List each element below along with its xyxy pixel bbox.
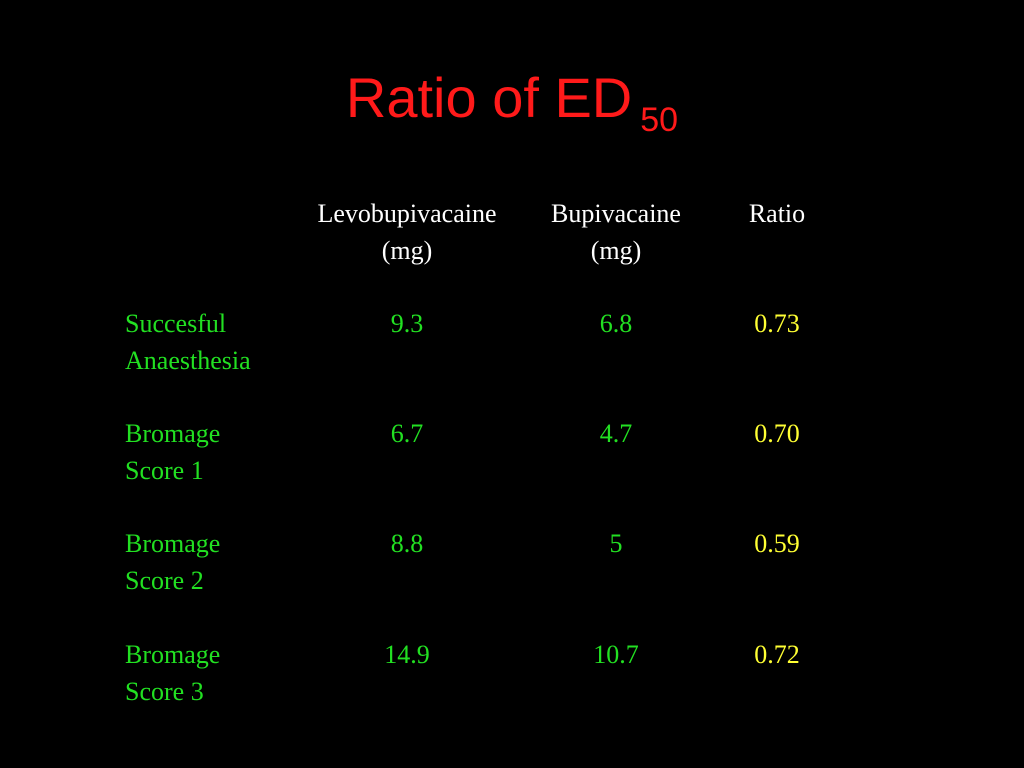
cell-bupivacaine: 4.7 <box>599 419 633 448</box>
table-row: Succesful Anaesthesia 9.3 6.8 0.73 <box>0 305 1024 379</box>
title-subscript: 50 <box>640 101 679 139</box>
cell-bupivacaine: 6.8 <box>599 309 633 338</box>
cell-levobupivacaine: 6.7 <box>390 419 424 448</box>
table-row: Bromage Score 3 14.9 10.7 0.72 <box>0 636 1024 710</box>
cell-bupivacaine: 10.7 <box>593 640 639 669</box>
table-row: Bromage Score 1 6.7 4.7 0.70 <box>0 415 1024 489</box>
header-bupivacaine-name: Bupivacaine <box>551 199 681 228</box>
cell-levobupivacaine: 9.3 <box>390 309 424 338</box>
row-label-line2: Score 2 <box>125 566 204 595</box>
header-levobupivacaine-name: Levobupivacaine <box>317 199 497 228</box>
header-ratio: Ratio <box>717 195 837 232</box>
row-label: Bromage Score 2 <box>125 525 220 599</box>
row-label-line2: Score 3 <box>125 677 204 706</box>
header-bupivacaine: Bupivacaine (mg) <box>526 195 706 269</box>
row-label: Bromage Score 1 <box>125 415 220 489</box>
row-label-line2: Anaesthesia <box>125 346 251 375</box>
row-label-line1: Bromage <box>125 529 221 558</box>
table-row: Bromage Score 2 8.8 5 0.59 <box>0 525 1024 599</box>
title-text: Ratio of ED <box>345 66 633 129</box>
row-label: Succesful Anaesthesia <box>125 305 251 379</box>
cell-levobupivacaine: 8.8 <box>390 529 424 558</box>
cell-ratio: 0.73 <box>754 309 800 338</box>
cell-bupivacaine: 5 <box>609 529 623 558</box>
cell-ratio: 0.70 <box>754 419 800 448</box>
header-levobupivacaine-unit: (mg) <box>381 236 433 265</box>
header-ratio-name: Ratio <box>748 199 806 228</box>
row-label-line2: Score 1 <box>125 456 204 485</box>
cell-levobupivacaine: 14.9 <box>384 640 430 669</box>
row-label-line1: Succesful <box>125 309 227 338</box>
row-label-line1: Bromage <box>125 419 221 448</box>
header-levobupivacaine: Levobupivacaine (mg) <box>287 195 527 269</box>
row-label-line1: Bromage <box>125 640 221 669</box>
cell-ratio: 0.59 <box>754 529 800 558</box>
cell-ratio: 0.72 <box>754 640 800 669</box>
row-label: Bromage Score 3 <box>125 636 220 710</box>
header-bupivacaine-unit: (mg) <box>590 236 642 265</box>
slide-title: Ratio of ED 50 <box>0 62 1024 142</box>
